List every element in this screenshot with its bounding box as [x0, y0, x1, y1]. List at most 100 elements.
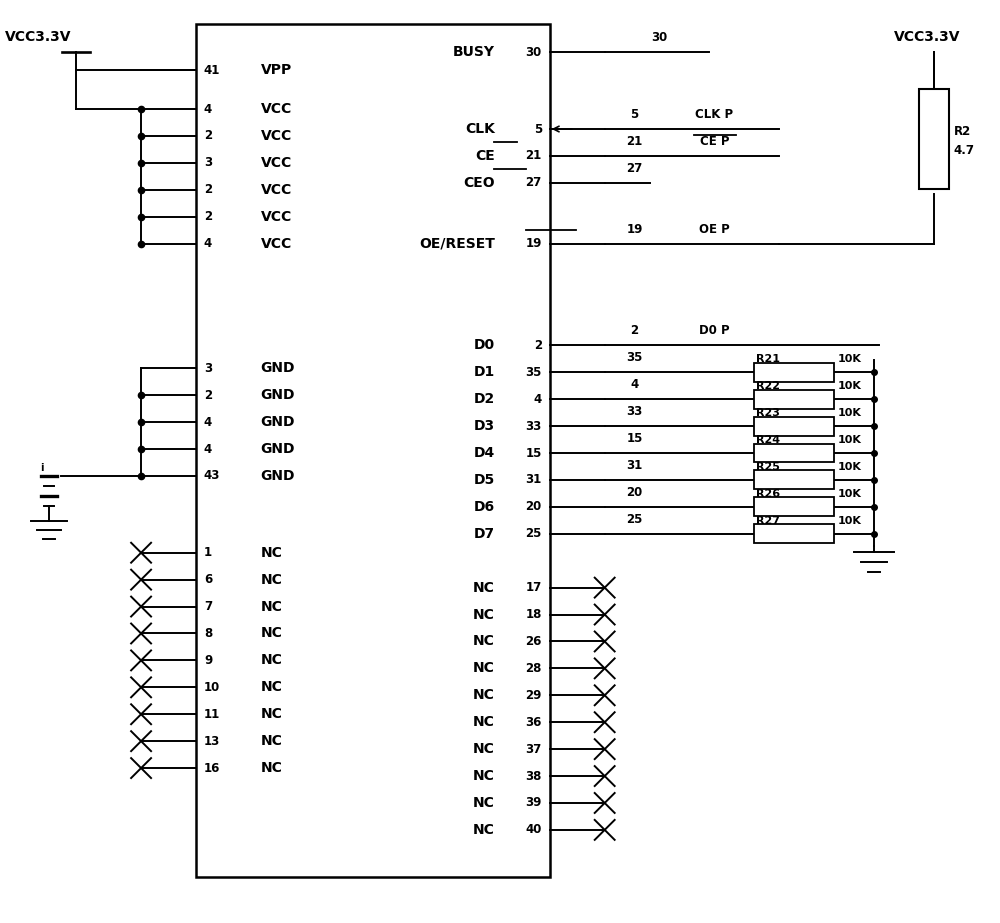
Text: VCC: VCC [261, 210, 292, 223]
Text: VCC: VCC [261, 102, 292, 116]
Text: R2: R2 [954, 126, 971, 138]
Bar [919, 90, 949, 189]
Text: VPP: VPP [261, 63, 292, 78]
Text: 4: 4 [204, 415, 212, 428]
Text: 20: 20 [626, 485, 643, 499]
Text: 37: 37 [526, 743, 542, 756]
Text: 21: 21 [626, 135, 643, 148]
Text: NC: NC [473, 823, 495, 837]
Text: 4: 4 [630, 378, 639, 391]
Text: NC: NC [473, 662, 495, 676]
Text: 2: 2 [204, 184, 212, 197]
Bar [754, 497, 834, 516]
Text: NC: NC [261, 600, 283, 614]
Text: 15: 15 [626, 432, 643, 445]
Bar [754, 363, 834, 382]
Text: 17: 17 [526, 581, 542, 594]
Text: 29: 29 [525, 689, 542, 701]
Text: D2: D2 [474, 392, 495, 406]
Text: NC: NC [473, 634, 495, 649]
Text: VCC: VCC [261, 236, 292, 251]
Text: D3: D3 [474, 419, 495, 433]
Text: 4.7: 4.7 [954, 144, 975, 158]
Text: BUSY: BUSY [453, 45, 495, 59]
Text: 3: 3 [204, 156, 212, 170]
Text: OE/RESET: OE/RESET [419, 236, 495, 251]
Text: 30: 30 [651, 31, 668, 44]
Text: 16: 16 [204, 761, 220, 774]
Text: 10: 10 [204, 681, 220, 694]
Text: 38: 38 [525, 770, 542, 783]
Text: NC: NC [261, 545, 283, 559]
Text: NC: NC [473, 581, 495, 594]
Bar [754, 390, 834, 409]
Text: 10K: 10K [838, 462, 862, 472]
Text: NC: NC [473, 796, 495, 810]
Text: 27: 27 [526, 176, 542, 189]
Text: NC: NC [473, 689, 495, 702]
Text: 4: 4 [534, 392, 542, 406]
Text: 3: 3 [204, 362, 212, 375]
Text: GND: GND [261, 469, 295, 483]
Text: D0: D0 [474, 339, 495, 353]
Text: 40: 40 [525, 823, 542, 836]
Text: 19: 19 [626, 222, 643, 235]
Text: NC: NC [261, 627, 283, 641]
Text: 21: 21 [526, 150, 542, 162]
Text: NC: NC [473, 607, 495, 621]
Text: 25: 25 [626, 513, 643, 526]
Bar [754, 416, 834, 436]
Bar [196, 24, 550, 877]
Text: 36: 36 [525, 715, 542, 729]
Text: 10K: 10K [838, 516, 862, 526]
Text: NC: NC [261, 653, 283, 667]
Bar [754, 444, 834, 462]
Text: GND: GND [261, 415, 295, 429]
Text: NC: NC [261, 680, 283, 694]
Text: 31: 31 [526, 473, 542, 486]
Text: 25: 25 [525, 527, 542, 540]
Text: OE P: OE P [699, 222, 730, 235]
Text: D4: D4 [474, 446, 495, 460]
Text: R24: R24 [756, 435, 780, 445]
Text: 10K: 10K [838, 354, 862, 365]
Text: D7: D7 [474, 527, 495, 541]
Text: R25: R25 [756, 462, 780, 472]
Text: 26: 26 [525, 635, 542, 648]
Text: 5: 5 [630, 108, 639, 121]
Text: GND: GND [261, 361, 295, 376]
Text: NC: NC [261, 572, 283, 587]
Text: 27: 27 [626, 162, 643, 174]
Text: 2: 2 [204, 389, 212, 402]
Text: 7: 7 [204, 600, 212, 613]
Text: NC: NC [473, 715, 495, 729]
Text: 33: 33 [526, 420, 542, 433]
Text: NC: NC [261, 761, 283, 775]
Text: i: i [40, 463, 43, 473]
Text: 31: 31 [626, 459, 643, 472]
Text: 10K: 10K [838, 381, 862, 391]
Text: 19: 19 [525, 237, 542, 250]
Text: 8: 8 [204, 627, 212, 640]
Text: D5: D5 [474, 473, 495, 487]
Text: D6: D6 [474, 500, 495, 514]
Text: 39: 39 [525, 797, 542, 809]
Bar [754, 471, 834, 489]
Text: NC: NC [473, 742, 495, 756]
Text: 4: 4 [204, 237, 212, 250]
Text: 28: 28 [525, 662, 542, 675]
Text: CLK P: CLK P [695, 108, 733, 121]
Text: 6: 6 [204, 573, 212, 586]
Text: VCC3.3V: VCC3.3V [894, 30, 960, 44]
Text: 15: 15 [525, 447, 542, 460]
Text: CE: CE [475, 149, 495, 163]
Text: 10K: 10K [838, 408, 862, 418]
Text: VCC: VCC [261, 183, 292, 197]
Text: 9: 9 [204, 653, 212, 667]
Text: D0 P: D0 P [699, 324, 730, 338]
Text: 5: 5 [534, 123, 542, 136]
Text: D1: D1 [474, 366, 495, 379]
Text: VCC3.3V: VCC3.3V [4, 30, 71, 44]
Text: 13: 13 [204, 735, 220, 748]
Text: 2: 2 [534, 339, 542, 352]
